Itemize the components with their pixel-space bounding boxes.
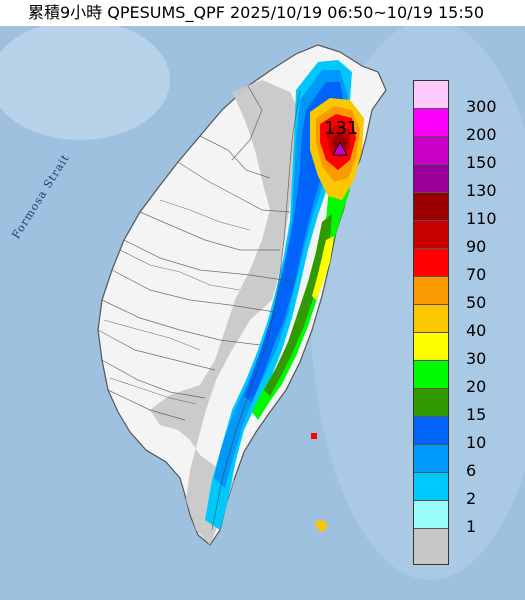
legend-swatch <box>414 333 448 361</box>
legend-label: 15 <box>466 405 487 424</box>
legend-label: 1 <box>466 517 477 536</box>
legend-swatch <box>414 473 448 501</box>
legend-swatch <box>414 529 448 564</box>
title-text: 累積9小時 QPESUMS_QPF 2025/10/19 06:50~10/19… <box>28 3 485 22</box>
legend-swatch <box>414 445 448 473</box>
green-island-echo <box>311 433 317 439</box>
legend-swatch <box>414 81 448 109</box>
legend-swatch <box>414 417 448 445</box>
legend-swatch <box>414 249 448 277</box>
legend-label: 20 <box>466 377 487 396</box>
legend-label: 300 <box>466 97 497 116</box>
legend-label: 110 <box>466 209 497 228</box>
color-legend <box>413 80 449 565</box>
legend-swatch <box>414 389 448 417</box>
map-title: 累積9小時 QPESUMS_QPF 2025/10/19 06:50~10/19… <box>0 0 525 26</box>
legend-swatch <box>414 305 448 333</box>
legend-swatch <box>414 501 448 529</box>
legend-swatch <box>414 137 448 165</box>
legend-label: 2 <box>466 489 477 508</box>
legend-label: 90 <box>466 237 487 256</box>
sea-shade <box>0 20 170 140</box>
county-boundaries <box>97 85 301 531</box>
legend-swatch <box>414 277 448 305</box>
legend-label: 40 <box>466 321 487 340</box>
legend-swatch <box>414 193 448 221</box>
legend-label: 200 <box>466 125 497 144</box>
legend-label: 50 <box>466 293 487 312</box>
orchid-island-echo <box>314 520 328 532</box>
rain-area-15 <box>264 214 332 396</box>
legend-label: 6 <box>466 461 477 480</box>
legend-swatch <box>414 109 448 137</box>
rivers <box>103 199 251 405</box>
legend-label: 70 <box>466 265 487 284</box>
legend-label: 10 <box>466 433 487 452</box>
max-rainfall-marker <box>332 140 348 156</box>
rain-area-30 <box>312 236 334 300</box>
legend-swatch <box>414 361 448 389</box>
legend-label: 30 <box>466 349 487 368</box>
rain-area-grey <box>150 80 302 545</box>
max-value-label: 131 <box>324 118 359 139</box>
legend-label: 130 <box>466 181 497 200</box>
legend-swatch <box>414 165 448 193</box>
legend-swatch <box>414 221 448 249</box>
legend-label: 150 <box>466 153 497 172</box>
